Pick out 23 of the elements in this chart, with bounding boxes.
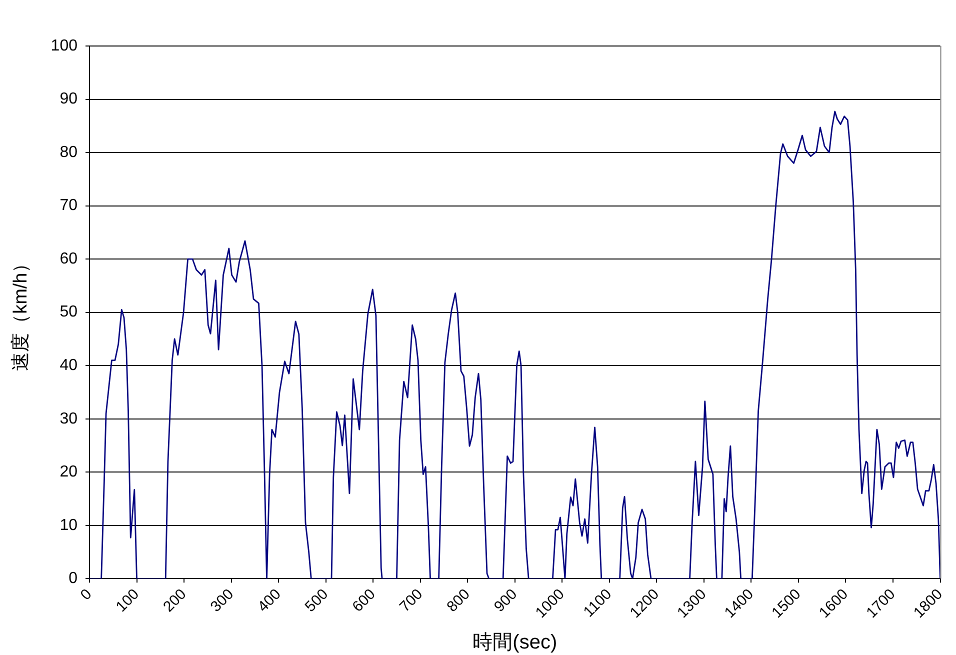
x-tick-label: 900	[490, 586, 521, 616]
y-tick-label: 80	[60, 144, 78, 161]
x-tick-label: 500	[302, 586, 332, 616]
y-tick-label: 20	[60, 464, 78, 481]
y-tick-label: 60	[60, 250, 78, 268]
y-tick-label: 30	[60, 410, 78, 428]
x-tick-label: 300	[207, 586, 238, 616]
x-tick-label: 600	[349, 586, 379, 616]
y-tick-label: 100	[50, 37, 78, 54]
x-tick-label: 0	[77, 586, 96, 604]
y-tick-label: 70	[60, 197, 78, 214]
y-tick-label: 40	[60, 357, 78, 374]
x-tick-label: 200	[160, 586, 190, 616]
y-tick-label: 10	[60, 516, 78, 534]
x-tick-label: 800	[444, 586, 474, 616]
y-axis-title: 速度（km/h）	[10, 254, 32, 371]
y-tick-label: 90	[60, 90, 78, 108]
x-tick-label: 700	[396, 586, 426, 616]
x-tick-label: 400	[254, 586, 284, 616]
x-tick-label: 100	[112, 586, 143, 616]
y-tick-label: 0	[68, 570, 78, 588]
y-tick-label: 50	[60, 304, 78, 321]
x-axis-title: 時間(sec)	[472, 632, 558, 654]
